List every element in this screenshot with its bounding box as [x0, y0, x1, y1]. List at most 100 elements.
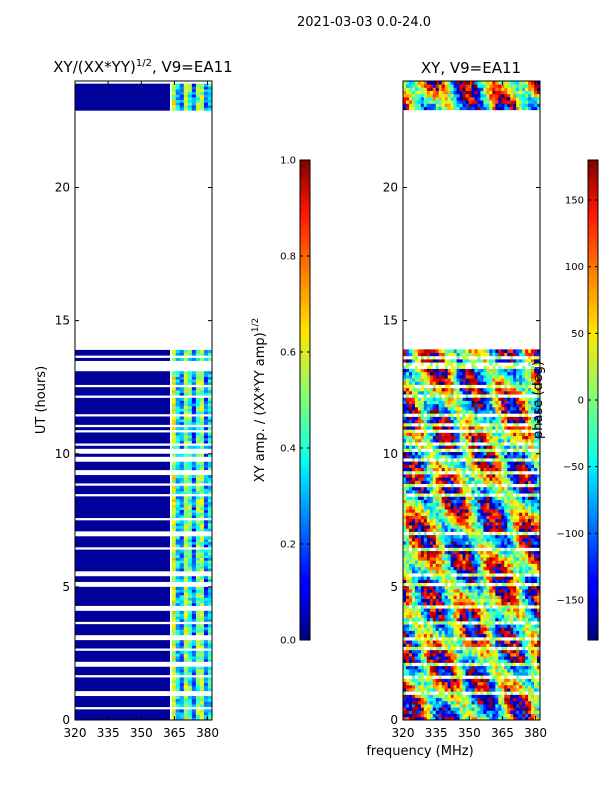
phase-cell	[528, 620, 532, 625]
phase-cell	[483, 502, 487, 507]
phase-cell	[531, 604, 535, 609]
phase-cell	[516, 665, 520, 670]
phase-cell	[468, 579, 472, 584]
amplitude-cell	[175, 592, 181, 596]
phase-cell	[537, 461, 540, 465]
phase-cell	[513, 624, 517, 628]
phase-cell	[474, 541, 478, 545]
phase-cell	[498, 681, 502, 686]
amplitude-cell	[175, 491, 181, 495]
amplitude-cell	[203, 427, 209, 431]
phase-cell	[513, 541, 517, 545]
phase-cell	[426, 665, 431, 670]
phase-cell	[429, 601, 434, 606]
phase-cell	[465, 461, 469, 465]
phase-cell	[486, 624, 490, 628]
phase-cell	[477, 470, 481, 475]
phase-cell	[483, 614, 487, 619]
amplitude-cell-background	[75, 688, 171, 692]
amplitude-cell	[191, 491, 197, 495]
phase-cell	[405, 601, 410, 606]
x-tick-label: 350	[130, 726, 153, 740]
amplitude-cell	[199, 83, 205, 87]
phase-cell	[522, 688, 526, 692]
phase-cell	[450, 547, 455, 552]
phase-cell	[483, 537, 487, 542]
amplitude-cell-background	[75, 467, 171, 471]
phase-cell	[420, 509, 425, 513]
amplitude-cell	[207, 507, 212, 511]
phase-cell	[408, 649, 413, 654]
amplitude-cell-background	[75, 397, 171, 401]
phase-cell	[522, 627, 526, 631]
amplitude-cell	[195, 685, 201, 689]
phase-cell	[480, 502, 484, 507]
phase-cell	[507, 707, 511, 711]
amplitude-cell	[191, 405, 197, 409]
phase-cell	[471, 697, 475, 702]
phase-cell	[474, 630, 478, 635]
phase-cell	[516, 633, 520, 638]
phase-cell	[486, 716, 490, 720]
phase-cell	[495, 534, 499, 539]
phase-cell	[405, 499, 410, 504]
phase-cell	[477, 480, 481, 484]
amplitude-cell	[191, 640, 197, 644]
amplitude-cell	[187, 491, 193, 495]
phase-cell	[537, 704, 540, 708]
amplitude-cell	[191, 552, 197, 556]
amplitude-cell	[171, 83, 177, 87]
phase-cell	[420, 499, 425, 504]
phase-cell	[468, 598, 472, 603]
phase-cell	[447, 544, 452, 548]
phase-cell	[444, 668, 449, 673]
phase-cell	[498, 694, 502, 699]
phase-cell	[525, 531, 529, 536]
phase-cell	[432, 483, 437, 488]
amplitude-cell	[207, 104, 212, 109]
phase-cell	[444, 713, 449, 718]
amplitude-cell	[191, 714, 197, 718]
phase-cell	[459, 563, 463, 568]
amplitude-cell	[187, 714, 193, 718]
phase-cell	[429, 595, 434, 599]
phase-cell	[450, 579, 455, 584]
amplitude-cell	[179, 554, 185, 558]
phase-cell	[444, 566, 449, 571]
phase-cell	[465, 560, 469, 564]
amplitude-cell	[199, 509, 205, 513]
phase-cell	[522, 560, 526, 564]
phase-cell	[417, 643, 422, 647]
phase-cell	[501, 515, 505, 520]
phase-cell	[423, 553, 428, 558]
phase-cell	[429, 665, 434, 670]
phase-cell	[411, 528, 416, 532]
amplitude-cell	[195, 440, 201, 444]
phase-cell	[411, 544, 416, 548]
phase-cell	[486, 473, 490, 478]
phase-cell	[516, 528, 520, 532]
phase-cell	[483, 678, 487, 683]
phase-cell	[492, 486, 496, 491]
phase-cell	[501, 531, 505, 536]
phase-cell	[531, 528, 535, 532]
phase-cell	[429, 694, 434, 699]
amplitude-cell	[199, 701, 205, 705]
phase-cell	[519, 560, 523, 564]
phase-cell	[480, 710, 484, 715]
phase-cell	[522, 595, 526, 599]
phase-cell	[465, 496, 469, 500]
phase-cell	[468, 640, 472, 644]
phase-cell	[498, 716, 502, 720]
amplitude-cell	[195, 435, 201, 439]
amplitude-cell	[179, 94, 185, 98]
amplitude-cell	[179, 685, 185, 689]
phase-cell	[531, 592, 535, 596]
phase-cell	[489, 636, 493, 641]
amplitude-cell	[187, 453, 193, 457]
phase-cell	[537, 550, 540, 555]
phase-cell	[459, 713, 463, 718]
amplitude-cell	[207, 597, 212, 601]
phase-cell	[450, 592, 455, 596]
phase-cell	[438, 649, 443, 654]
